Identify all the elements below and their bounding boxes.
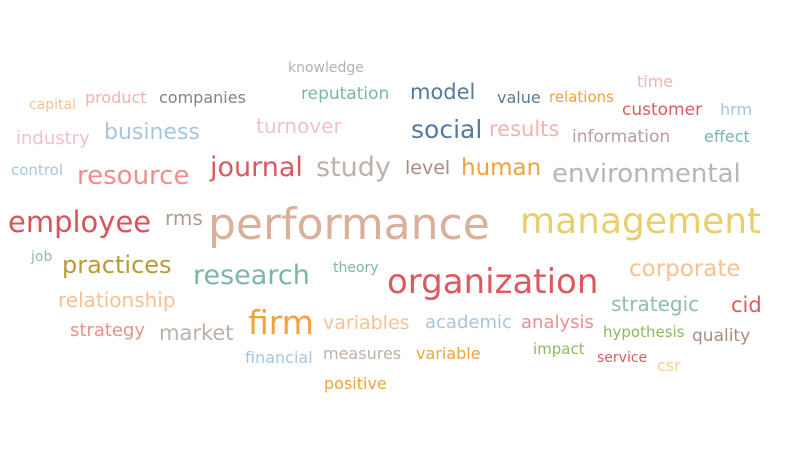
word-employee: employee — [8, 205, 152, 239]
word-variables: variables — [323, 312, 410, 334]
word-analysis: analysis — [521, 312, 594, 333]
word-control: control — [11, 161, 63, 179]
word-value: value — [497, 88, 541, 107]
word-csr: csr — [657, 356, 681, 375]
word-model: model — [410, 80, 476, 104]
word-social: social — [411, 115, 483, 144]
word-academic: academic — [425, 312, 512, 333]
word-human: human — [461, 155, 542, 181]
word-management: management — [520, 201, 762, 242]
word-measures: measures — [323, 344, 402, 363]
word-hypothesis: hypothesis — [603, 323, 685, 341]
word-strategic: strategic — [611, 292, 700, 316]
word-service: service — [597, 350, 648, 366]
word-time: time — [637, 72, 674, 91]
word-financial: financial — [245, 348, 313, 367]
word-firm: firm — [248, 303, 314, 342]
word-positive: positive — [324, 374, 387, 393]
word-relations: relations — [549, 88, 614, 106]
word-relationship: relationship — [58, 288, 176, 312]
word-job: job — [31, 249, 53, 265]
word-product: product — [85, 88, 147, 107]
word-theory: theory — [333, 260, 379, 276]
word-rms: rms — [165, 206, 203, 230]
word-industry: industry — [16, 128, 90, 149]
word-variable: variable — [416, 344, 481, 363]
word-reputation: reputation — [301, 84, 390, 104]
word-impact: impact — [533, 340, 585, 358]
word-information: information — [572, 127, 671, 147]
word-knowledge: knowledge — [288, 60, 364, 76]
word-capital: capital — [29, 97, 77, 113]
word-hrm: hrm — [720, 100, 753, 119]
word-strategy: strategy — [70, 320, 146, 341]
word-study: study — [316, 152, 391, 183]
word-resource: resource — [77, 161, 190, 191]
word-market: market — [159, 321, 234, 345]
word-quality: quality — [692, 326, 751, 346]
word-organization: organization — [387, 262, 599, 302]
word-business: business — [104, 120, 200, 145]
word-journal: journal — [210, 152, 303, 183]
word-customer: customer — [622, 100, 703, 120]
word-level: level — [405, 157, 451, 179]
word-performance: performance — [208, 199, 490, 250]
word-corporate: corporate — [629, 256, 741, 282]
word-turnover: turnover — [256, 114, 342, 138]
word-research: research — [193, 260, 310, 291]
word-cid: cid — [731, 293, 762, 317]
word-results: results — [489, 117, 560, 141]
word-practices: practices — [62, 251, 172, 279]
word-effect: effect — [704, 127, 750, 146]
word-companies: companies — [159, 88, 246, 107]
word-environmental: environmental — [552, 159, 741, 189]
